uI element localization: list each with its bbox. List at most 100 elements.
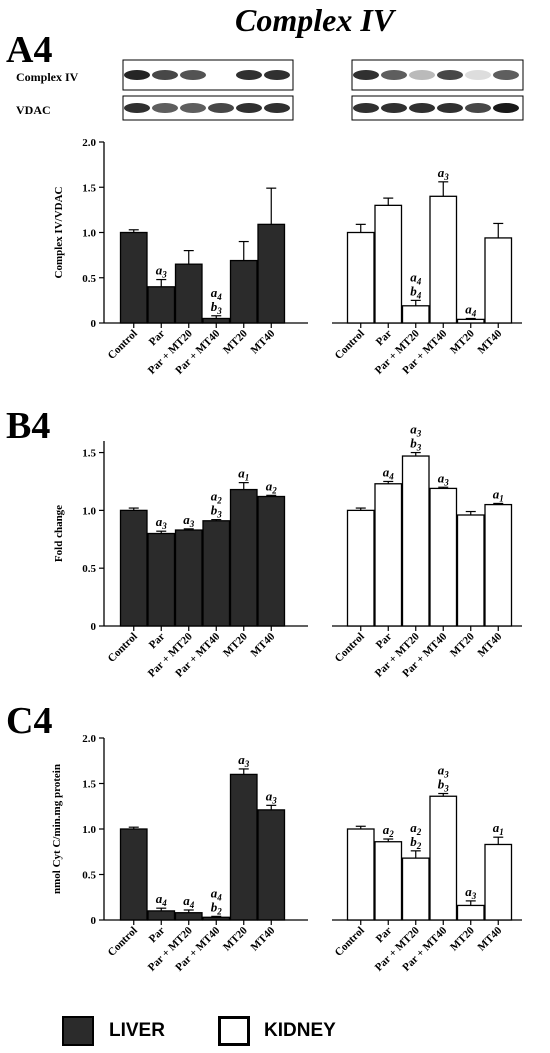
- significance-label: a4: [156, 891, 168, 908]
- y-tick-label: 0: [91, 915, 97, 927]
- significance-label: a3: [238, 752, 250, 769]
- kidney-bar-control: [346, 828, 375, 921]
- x-tick-label: Par: [147, 328, 168, 349]
- figure-canvas: Complex IV Complex IV VDAC A4 0 0.5 1.0 1.5 2…: [6, 2, 524, 974]
- figure-title: Complex IV: [235, 2, 397, 38]
- x-tick-label: MT40: [476, 924, 505, 953]
- significance-label: b2: [211, 899, 223, 916]
- kidney-bar-par-mt20: [401, 305, 430, 324]
- liver-complex-iv-band: [152, 70, 178, 80]
- x-tick-label: MT20: [221, 630, 250, 659]
- x-tick-label: MT20: [221, 327, 250, 356]
- kidney-bar-par-mt40: [429, 795, 458, 921]
- y-tick-label: 0.5: [82, 273, 96, 285]
- x-tick-label: Control: [333, 925, 367, 959]
- kidney-bar-mt40: [484, 503, 513, 627]
- kidney-bar-mt20: [456, 904, 485, 921]
- significance-label: a4: [383, 464, 395, 481]
- western-blot: Complex IV VDAC: [16, 59, 524, 121]
- panel-label: C4: [6, 700, 52, 742]
- kidney-bar-par: [374, 204, 403, 324]
- y-axis-label: nmol Cyt C/min.mg protein: [51, 764, 63, 894]
- kidney-bar-control: [346, 231, 375, 324]
- significance-label: a2: [211, 489, 223, 506]
- kidney-bar-par-mt20: [401, 857, 430, 921]
- kidney-bar-par: [374, 841, 403, 921]
- y-tick-label: 0: [91, 621, 97, 633]
- liver-bar-par-mt20: [174, 263, 203, 324]
- significance-label: a2: [410, 820, 422, 837]
- significance-label: a4: [465, 301, 477, 318]
- legend-kidney-label: KIDNEY: [264, 1020, 336, 1041]
- y-tick-label: 1.5: [82, 779, 96, 791]
- significance-label: a3: [156, 263, 168, 280]
- y-tick-label: 1.0: [82, 824, 96, 836]
- legend-liver-label: LIVER: [109, 1020, 165, 1041]
- significance-label: a3: [438, 165, 450, 182]
- kidney-bar-par-mt40: [429, 487, 458, 627]
- x-tick-label: MT40: [249, 924, 278, 953]
- significance-label: a3: [410, 422, 422, 439]
- x-tick-label: Par: [374, 631, 395, 652]
- legend-liver-swatch: [62, 1016, 94, 1046]
- significance-label: a4: [211, 885, 223, 902]
- liver-vdac-band: [264, 103, 290, 113]
- significance-label: a3: [183, 512, 195, 529]
- kidney-bar-mt40: [484, 843, 513, 921]
- kidney-bar-mt20: [456, 318, 485, 324]
- significance-label: a2: [383, 822, 395, 839]
- x-tick-label: MT40: [249, 630, 278, 659]
- kidney-bar-par-mt40: [429, 195, 458, 324]
- kidney-complex-iv-band: [381, 70, 407, 80]
- y-tick-label: 2.0: [82, 137, 96, 149]
- kidney-vdac-band: [493, 103, 519, 113]
- x-tick-label: MT20: [221, 924, 250, 953]
- panel-label: B4: [6, 405, 50, 447]
- x-tick-label: Par: [374, 328, 395, 349]
- liver-bar-mt40: [257, 223, 286, 324]
- significance-label: a3: [156, 514, 168, 531]
- kidney-vdac-band: [381, 103, 407, 113]
- y-tick-label: 1.5: [82, 448, 96, 460]
- kidney-complex-iv-band: [465, 70, 491, 80]
- significance-label: a2: [266, 478, 278, 495]
- x-tick-label: Par: [374, 925, 395, 946]
- x-tick-label: MT20: [448, 924, 477, 953]
- significance-label: b3: [211, 503, 223, 520]
- liver-vdac-band: [152, 103, 178, 113]
- kidney-complex-iv-band: [409, 70, 435, 80]
- blot-label-vdac: VDAC: [16, 103, 51, 117]
- liver-bar-par-mt40: [202, 520, 231, 627]
- liver-bar-mt20: [229, 773, 258, 921]
- liver-bar-mt40: [257, 809, 286, 921]
- kidney-vdac-band: [465, 103, 491, 113]
- liver-complex-iv-band: [124, 70, 150, 80]
- x-tick-label: Control: [333, 328, 367, 362]
- significance-label: b2: [410, 834, 422, 851]
- liver-bar-par-mt40: [202, 317, 231, 324]
- kidney-bar-mt20: [456, 514, 485, 627]
- liver-bar-control: [119, 828, 148, 921]
- y-tick-label: 0.5: [82, 563, 96, 575]
- blot-label-complex-iv: Complex IV: [16, 70, 79, 84]
- x-tick-label: MT20: [448, 630, 477, 659]
- liver-bar-mt20: [229, 488, 258, 627]
- x-tick-label: MT40: [476, 630, 505, 659]
- y-tick-label: 1.5: [82, 182, 96, 194]
- liver-complex-iv-band: [180, 70, 206, 80]
- significance-label: a3: [438, 763, 450, 780]
- x-tick-label: MT20: [448, 327, 477, 356]
- y-tick-label: 1.0: [82, 228, 96, 240]
- liver-bar-control: [119, 509, 148, 627]
- y-tick-label: 0.5: [82, 870, 96, 882]
- liver-bar-mt20: [229, 259, 258, 324]
- liver-complex-iv-band: [236, 70, 262, 80]
- kidney-bar-mt40: [484, 237, 513, 324]
- x-tick-label: Control: [106, 328, 140, 362]
- liver-bar-par: [147, 910, 176, 921]
- kidney-bar-control: [346, 509, 375, 627]
- x-tick-label: MT40: [476, 327, 505, 356]
- liver-vdac-band: [180, 103, 206, 113]
- legend: LIVER KIDNEY: [0, 1008, 550, 1048]
